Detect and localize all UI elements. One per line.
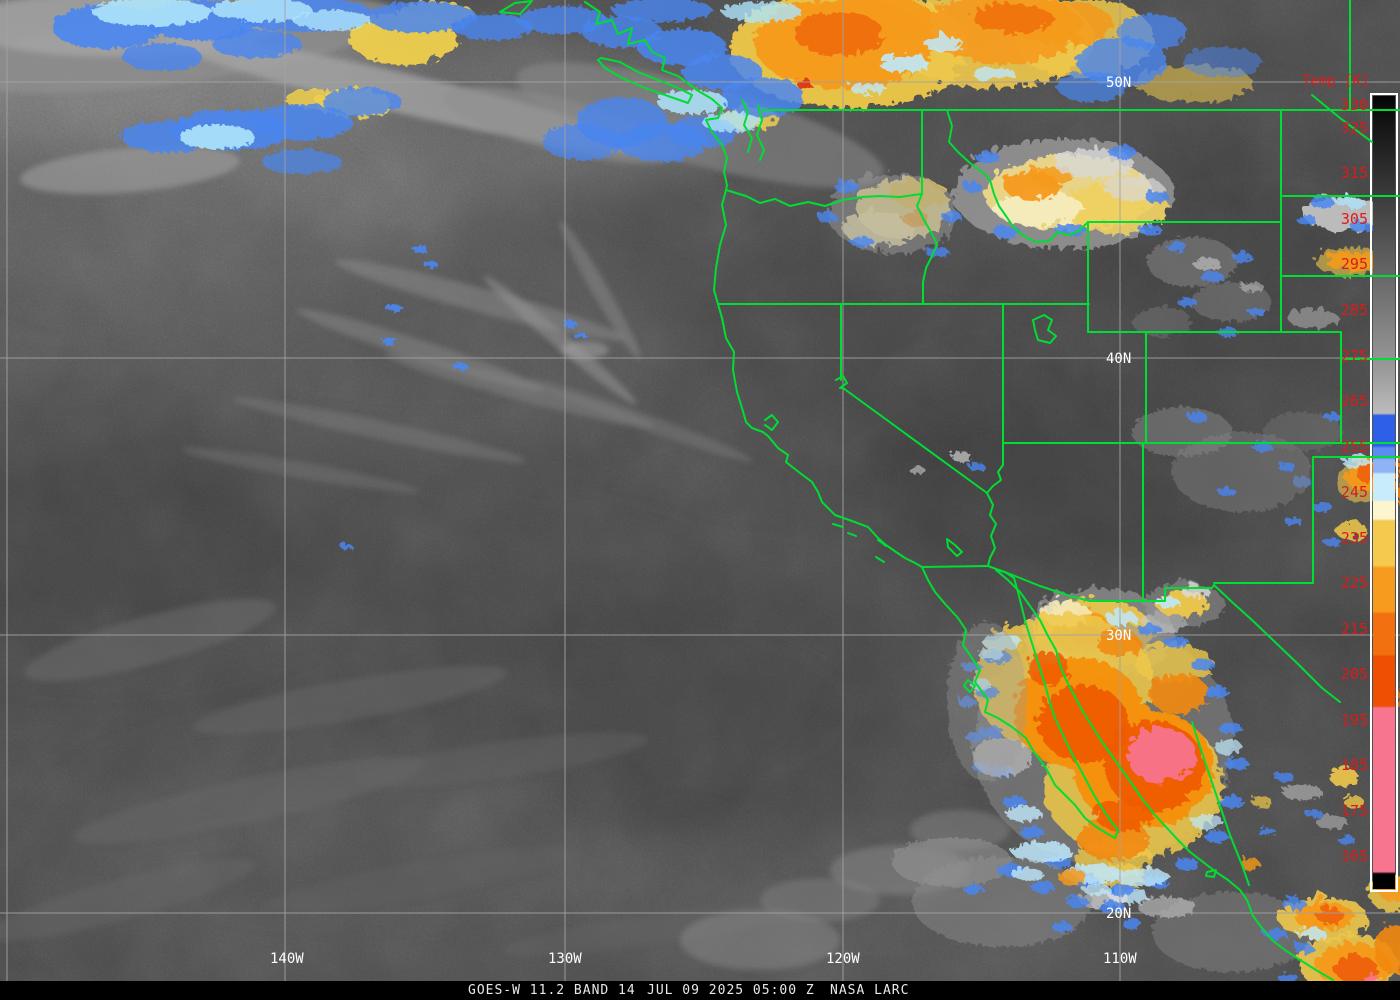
island-cedros — [963, 679, 976, 693]
coast-or-ca — [713, 189, 923, 568]
map-labels: 50N 40N 30N 20N 140W 130W 120W 110W — [270, 75, 1137, 967]
lake-salton-sea — [946, 538, 963, 557]
colorbar-tick: 305 — [1341, 210, 1368, 228]
lon-label: 130W — [548, 951, 582, 967]
lat-label: 50N — [1106, 75, 1131, 91]
caption-datetime: JUL 09 2025 05:00 Z — [647, 983, 815, 998]
colorbar-frame — [1370, 93, 1398, 892]
lat-label: 20N — [1106, 906, 1131, 922]
lat-label: 40N — [1106, 351, 1131, 367]
colorbar-tick: 235 — [1341, 529, 1368, 547]
coast-british-columbia — [584, 1, 728, 191]
temperature-colorbar — [1370, 93, 1398, 892]
colorbar-tick: 265 — [1341, 392, 1368, 410]
colorbar-tick: 205 — [1341, 665, 1368, 683]
colorbar-tick: 215 — [1341, 620, 1368, 638]
border-or-id — [916, 193, 938, 305]
rio-grande — [1213, 584, 1341, 703]
colorbar-tick: 165 — [1341, 847, 1368, 865]
island-vancouver — [597, 57, 693, 104]
south-scatter — [890, 765, 1362, 970]
puget-sound-2 — [756, 104, 765, 161]
montana-idaho-storms — [825, 135, 1170, 250]
colorbar-tick: 195 — [1341, 711, 1368, 729]
colorbar-tick: 225 — [1341, 574, 1368, 592]
colorbar-tick: 330 — [1341, 96, 1368, 114]
colorbar-labels: Temp [K] 330 325 315 305 295 285 275 265 255 245 23… — [1302, 73, 1369, 865]
lon-label: 120W — [826, 951, 860, 967]
colorbar-tick: 325 — [1341, 119, 1368, 137]
map-boundaries — [499, 0, 1400, 981]
border-ut-co — [1002, 331, 1400, 444]
border-nv-az-river — [986, 303, 1004, 567]
border-wyoming — [1087, 109, 1342, 333]
border-dakotas — [1282, 0, 1400, 277]
lat-label: 30N — [1106, 628, 1131, 644]
colorbar-tick: 285 — [1341, 301, 1368, 319]
bottom-right-storms — [1260, 872, 1400, 981]
colorbar-tick: 275 — [1341, 347, 1368, 365]
caption-product: GOES-W 11.2 BAND 14 — [468, 983, 636, 998]
frontal-band-blue-clumps — [50, 0, 1260, 172]
colorbar-tick: 175 — [1341, 802, 1368, 820]
coast-baja-west — [921, 566, 1116, 839]
coast-baja-east — [995, 569, 1119, 839]
sf-bay — [764, 414, 779, 431]
river-north — [1311, 94, 1373, 143]
state-line-sinaloa — [1191, 721, 1250, 886]
coast-sonora-sinaloa — [995, 569, 1334, 981]
colorbar-title: Temp [K] — [1302, 73, 1369, 89]
border-nm-tx — [1213, 456, 1400, 584]
island-tres-marias — [1205, 869, 1217, 878]
lake-great-salt — [1032, 314, 1057, 344]
puget-sound — [741, 99, 753, 153]
colorbar-tick: 255 — [1341, 438, 1368, 456]
caption-credit: NASA LARC — [830, 983, 910, 998]
lon-label: 140W — [270, 951, 304, 967]
colorbar-tick: 315 — [1341, 164, 1368, 182]
border-id-mt — [946, 109, 1089, 243]
colorbar-tick: 185 — [1341, 756, 1368, 774]
colorbar-tick: 295 — [1341, 255, 1368, 273]
border-ca-nv — [835, 303, 988, 494]
channel-islands — [832, 523, 887, 563]
northern-rockies-specks — [339, 143, 1270, 548]
mexico-mcs — [970, 610, 1230, 904]
border-wa-or — [725, 189, 922, 207]
colorbar-tick: 245 — [1341, 483, 1368, 501]
caption-bar: GOES-W 11.2 BAND 14 JUL 09 2025 05:00 Z … — [0, 981, 1400, 1000]
mexico-mcs-fringe — [945, 620, 1247, 894]
island-haida-gwaii — [499, 0, 533, 15]
lon-label: 110W — [1103, 951, 1137, 967]
colorbar-gradient — [1373, 96, 1395, 889]
